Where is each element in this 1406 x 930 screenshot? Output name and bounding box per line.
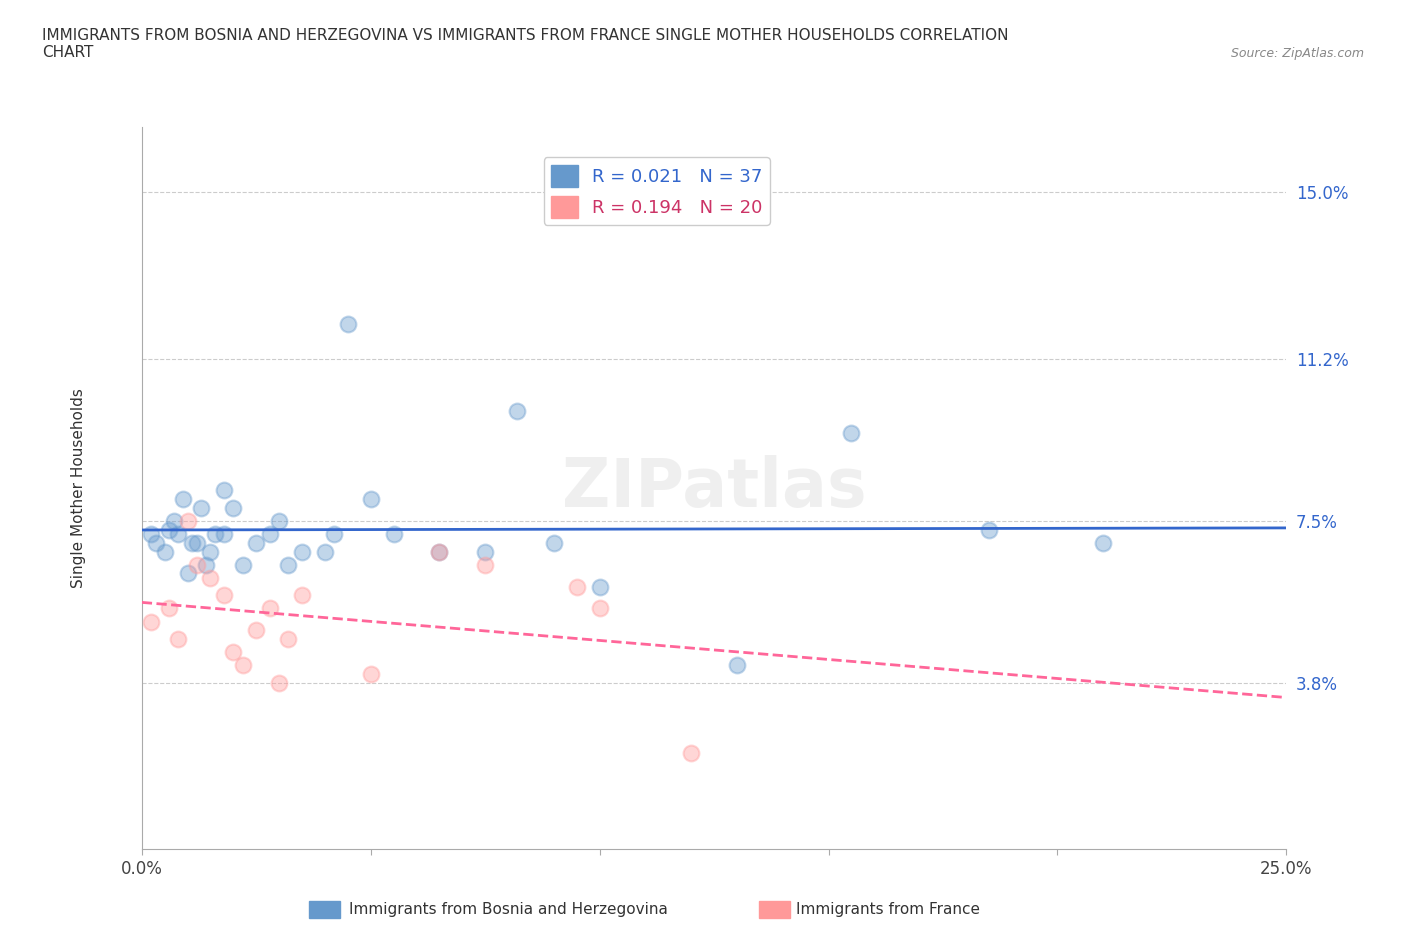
Point: [841, 426, 863, 441]
Point: [200, 544, 222, 559]
Point: [157, 601, 180, 616]
Point: [259, 601, 281, 616]
Text: Immigrants from Bosnia and Herzegovina: Immigrants from Bosnia and Herzegovina: [349, 902, 668, 917]
Y-axis label: Single Mother Households: Single Mother Households: [72, 388, 86, 588]
Point: [360, 491, 382, 506]
Point: [222, 500, 245, 515]
Point: [382, 526, 405, 541]
Point: [291, 544, 314, 559]
Point: [176, 566, 198, 581]
Point: [336, 316, 359, 331]
Legend: R = 0.021   N = 37, R = 0.194   N = 20: R = 0.021 N = 37, R = 0.194 N = 20: [544, 157, 770, 225]
Point: [269, 513, 291, 528]
Point: [231, 658, 253, 672]
Point: [212, 588, 235, 603]
Point: [139, 614, 162, 629]
Point: [429, 544, 451, 559]
Point: [204, 526, 226, 541]
Point: [212, 526, 235, 541]
Text: ZIPatlas: ZIPatlas: [562, 455, 866, 521]
Point: [172, 491, 194, 506]
Point: [222, 644, 245, 659]
Text: IMMIGRANTS FROM BOSNIA AND HERZEGOVINA VS IMMIGRANTS FROM FRANCE SINGLE MOTHER H: IMMIGRANTS FROM BOSNIA AND HERZEGOVINA V…: [42, 28, 1008, 60]
Point: [588, 601, 610, 616]
Point: [474, 557, 496, 572]
Point: [176, 513, 198, 528]
Point: [277, 631, 299, 646]
Point: [543, 536, 565, 551]
Point: [474, 544, 496, 559]
Point: [259, 526, 281, 541]
Point: [167, 631, 190, 646]
Point: [163, 513, 186, 528]
Point: [314, 544, 336, 559]
Point: [277, 557, 299, 572]
Point: [977, 522, 1000, 537]
Point: [245, 623, 267, 638]
Point: [291, 588, 314, 603]
Point: [167, 526, 190, 541]
Point: [588, 579, 610, 594]
Point: [186, 536, 208, 551]
Point: [181, 536, 204, 551]
Point: [1092, 536, 1115, 551]
Text: Source: ZipAtlas.com: Source: ZipAtlas.com: [1230, 46, 1364, 60]
Point: [157, 522, 180, 537]
Point: [186, 557, 208, 572]
Point: [725, 658, 748, 672]
Point: [269, 675, 291, 690]
Point: [190, 500, 212, 515]
Point: [194, 557, 217, 572]
Point: [245, 536, 267, 551]
Point: [323, 526, 346, 541]
Point: [145, 536, 167, 551]
Point: [139, 526, 162, 541]
Point: [429, 544, 451, 559]
Point: [565, 579, 588, 594]
Point: [153, 544, 176, 559]
Point: [231, 557, 253, 572]
Point: [681, 746, 703, 761]
Point: [360, 667, 382, 682]
Point: [212, 483, 235, 498]
Text: Immigrants from France: Immigrants from France: [796, 902, 980, 917]
Point: [506, 404, 529, 418]
Point: [200, 570, 222, 585]
